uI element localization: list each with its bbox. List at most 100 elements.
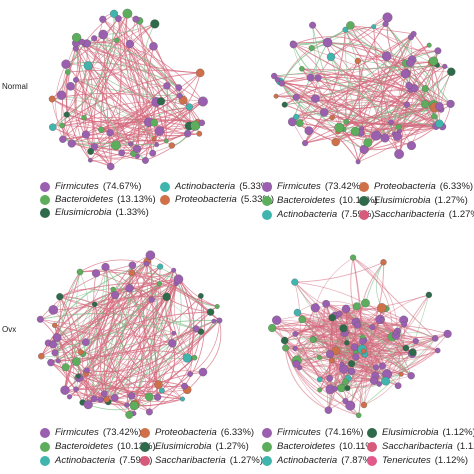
network-panel-normal-right [255, 2, 470, 174]
legend-swatch-icon [262, 442, 272, 452]
network-node [295, 119, 304, 127]
network-node [355, 159, 361, 165]
network-node [87, 148, 94, 155]
legend-percent: (7.59%) [341, 209, 375, 221]
network-edge [52, 121, 149, 139]
network-edge [133, 263, 148, 414]
network-node [59, 135, 67, 143]
network-nodes [36, 250, 223, 419]
network-edge [94, 101, 157, 148]
network-node [377, 303, 387, 313]
network-node [122, 8, 133, 19]
legend-phylum-name: Actinobacteria [55, 455, 116, 467]
legend-swatch-icon [262, 428, 272, 438]
network-edge [82, 331, 202, 403]
legend-item: Actinobacteria (7.59%) [40, 456, 152, 466]
legend-item: Firmicutes (73.42%) [40, 428, 141, 438]
network-node [326, 52, 336, 62]
network-edge [82, 266, 161, 403]
network-node [392, 132, 402, 141]
network-edge [352, 257, 393, 337]
network-node [154, 380, 163, 389]
network-node [406, 58, 415, 68]
network-edge [352, 257, 364, 338]
network-edge [184, 295, 205, 387]
legend-item: Bacteroidetes (13.13%) [40, 195, 156, 205]
network-node [61, 363, 70, 372]
network-node [111, 394, 119, 402]
network-node [125, 284, 134, 293]
network-edge [65, 18, 119, 65]
network-edge [277, 79, 443, 131]
network-edge [52, 92, 190, 108]
network-node [334, 122, 345, 133]
network-edge [335, 66, 446, 143]
network-edge [114, 320, 215, 399]
legend-phylum-name: Bacteroidetes [277, 195, 336, 207]
network-node [331, 137, 340, 147]
legend-phylum-name: Bacteroidetes [55, 194, 114, 206]
network-edge [126, 265, 145, 406]
network-node [306, 73, 315, 82]
network-node [101, 390, 108, 397]
network-node [405, 81, 413, 90]
network-node [163, 82, 171, 90]
legend-phylum-name: Firmicutes [277, 181, 321, 193]
legend-phylum-name: Proteobacteria [175, 194, 237, 206]
network-edge [81, 41, 196, 126]
legend-item: Bacteroidetes (10.11%) [262, 442, 377, 452]
network-node [124, 402, 130, 408]
network-node [350, 254, 357, 261]
network-node [59, 122, 65, 129]
network-node [145, 408, 153, 416]
network-node [354, 57, 362, 65]
network-edge [129, 43, 204, 102]
network-node [355, 412, 362, 419]
network-edge [90, 121, 149, 161]
network-edge [294, 281, 405, 325]
network-edge [363, 374, 402, 406]
network-edge [75, 79, 112, 167]
legend-phylum-name: Proteobacteria [374, 181, 436, 193]
legend-percent: (10.13%) [339, 196, 378, 206]
network-node [91, 269, 101, 278]
network-node [180, 396, 185, 402]
legend-swatch-icon [262, 182, 272, 192]
network-node [48, 95, 56, 103]
network-edge [281, 83, 333, 118]
network-node [118, 149, 126, 157]
network-edge [93, 38, 134, 154]
network-node [109, 9, 119, 18]
network-edge [129, 288, 163, 391]
network-node [291, 278, 299, 286]
network-node [67, 139, 76, 148]
legend-phylum-name: Firmicutes [277, 427, 321, 439]
network-node [319, 108, 329, 117]
legend-phylum-name: Elusimicrobia [55, 207, 112, 219]
network-node [73, 76, 79, 83]
network-edge [86, 328, 197, 373]
network-edge [139, 261, 150, 397]
network-edge [75, 42, 167, 87]
network-nodes [48, 8, 208, 171]
network-node [394, 382, 402, 390]
network-node [446, 99, 455, 108]
network-node [48, 305, 59, 315]
row-label-ovx: Ovx [2, 325, 17, 334]
network-node [302, 140, 309, 147]
network-node [36, 315, 44, 323]
network-edge [88, 389, 188, 405]
network-edge [54, 319, 220, 354]
network-node [371, 24, 377, 30]
network-node [339, 361, 345, 367]
network-node [195, 68, 205, 78]
network-node [369, 324, 376, 331]
network-node [316, 354, 322, 360]
legend-phylum-name: Bacteroidetes [277, 441, 336, 453]
network-node [273, 93, 279, 99]
legend-item: Elusimicrobia (1.12%) [367, 428, 474, 438]
legend-phylum-name: Actinobacteria [277, 209, 338, 221]
network-node [214, 304, 220, 309]
network-edge [296, 116, 437, 138]
network-edge [312, 339, 330, 379]
